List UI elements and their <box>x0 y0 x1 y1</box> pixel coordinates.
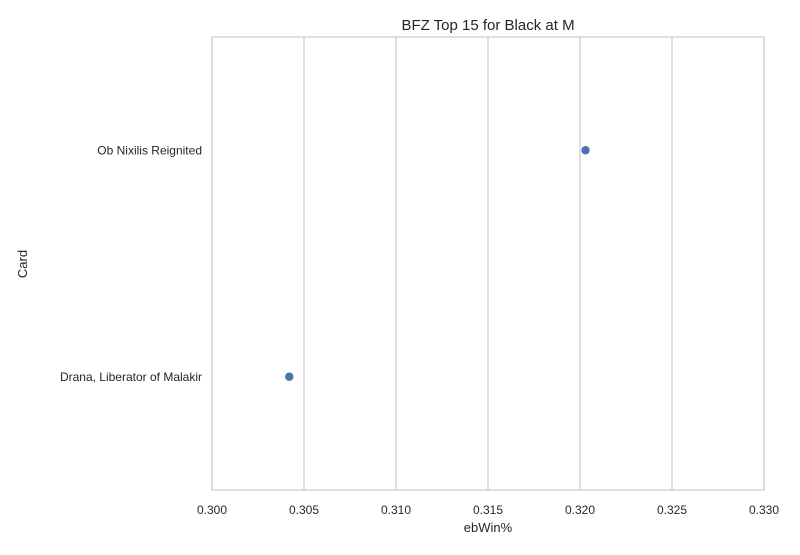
y-tick-label: Ob Nixilis Reignited <box>97 143 202 157</box>
plot-area-frame <box>211 36 765 491</box>
y-axis-label: Card <box>15 250 30 278</box>
chart-title: BFZ Top 15 for Black at M <box>401 17 574 34</box>
x-axis-label: ebWin% <box>464 520 513 535</box>
y-tick-labels: Ob Nixilis Reignited Drana, Liberator of … <box>60 143 202 384</box>
x-tick-label: 0.325 <box>657 503 687 517</box>
y-tick-label: Drana, Liberator of Malakir <box>60 370 202 384</box>
x-tick-label: 0.310 <box>381 503 411 517</box>
x-tick-label: 0.305 <box>289 503 319 517</box>
data-point <box>581 146 590 155</box>
x-tick-label: 0.315 <box>473 503 503 517</box>
points-layer <box>285 146 590 381</box>
x-tick-label: 0.300 <box>197 503 227 517</box>
x-tick-labels: 0.300 0.305 0.310 0.315 0.320 0.325 0.330 <box>197 503 779 517</box>
data-point <box>285 372 294 381</box>
x-tick-label: 0.330 <box>749 503 779 517</box>
x-tick-label: 0.320 <box>565 503 595 517</box>
grid-layer <box>211 37 765 490</box>
